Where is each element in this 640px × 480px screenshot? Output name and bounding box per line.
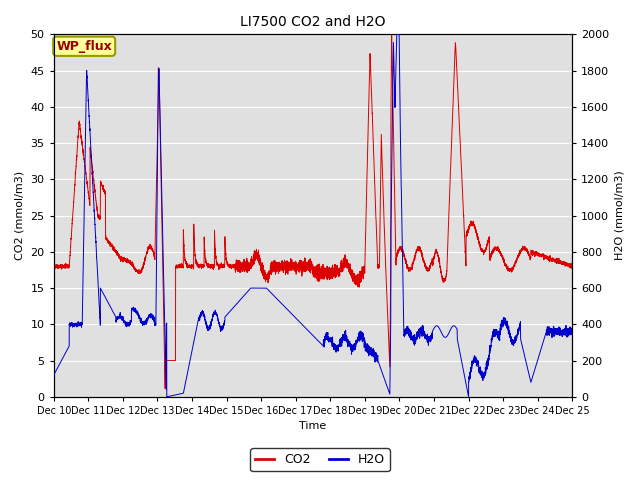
X-axis label: Time: Time xyxy=(300,421,326,432)
Text: WP_flux: WP_flux xyxy=(56,40,112,53)
Title: LI7500 CO2 and H2O: LI7500 CO2 and H2O xyxy=(240,15,386,29)
Y-axis label: H2O (mmol/m3): H2O (mmol/m3) xyxy=(615,171,625,261)
Y-axis label: CO2 (mmol/m3): CO2 (mmol/m3) xyxy=(15,171,25,260)
Legend: CO2, H2O: CO2, H2O xyxy=(250,448,390,471)
